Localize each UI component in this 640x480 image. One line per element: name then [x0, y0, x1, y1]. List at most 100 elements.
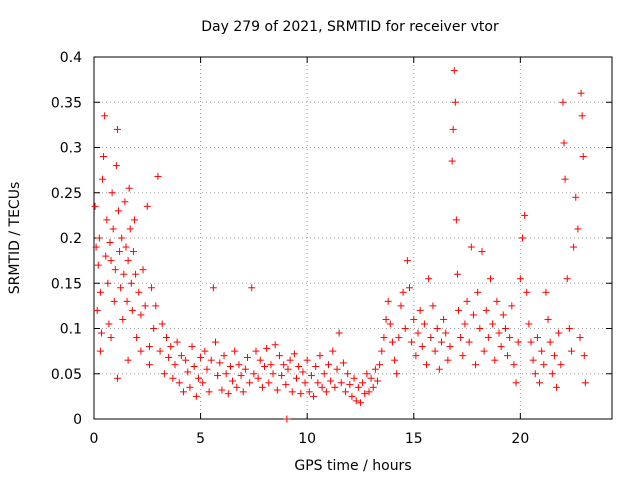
data-point — [440, 315, 448, 323]
data-point — [450, 67, 458, 75]
data-point — [414, 329, 422, 337]
data-point — [489, 320, 497, 328]
data-point — [167, 343, 175, 351]
data-point — [267, 361, 275, 369]
data-point — [437, 338, 445, 346]
data-point — [122, 243, 130, 251]
data-point — [401, 325, 409, 332]
data-point — [124, 257, 132, 265]
data-point — [312, 363, 320, 371]
data-point — [448, 157, 456, 165]
data-point — [205, 388, 213, 396]
data-point — [410, 315, 418, 323]
data-point — [95, 234, 103, 242]
data-point — [197, 353, 205, 361]
data-point — [239, 388, 247, 396]
data-point — [256, 356, 264, 364]
data-point — [453, 270, 461, 278]
data-point — [474, 288, 482, 296]
data-point — [506, 334, 514, 342]
data-point — [516, 275, 524, 283]
data-point — [128, 306, 136, 314]
y-tick-label: 0.4 — [60, 50, 82, 66]
data-point — [576, 334, 584, 342]
data-point — [180, 388, 188, 396]
data-point — [280, 361, 288, 369]
data-point — [216, 359, 224, 367]
data-point — [171, 361, 179, 369]
data-point — [546, 338, 554, 346]
data-point — [367, 374, 375, 382]
data-point — [111, 266, 119, 274]
data-point — [327, 377, 335, 385]
data-point — [184, 368, 192, 376]
data-point — [452, 216, 460, 224]
data-point — [518, 234, 526, 242]
data-point — [307, 372, 315, 380]
data-point — [212, 338, 220, 346]
x-tick-label: 10 — [298, 431, 316, 447]
data-point — [393, 370, 401, 378]
data-point — [356, 399, 364, 407]
data-point — [469, 311, 477, 319]
data-point — [544, 315, 552, 323]
data-point — [324, 361, 332, 369]
data-point — [536, 379, 544, 387]
data-point — [96, 347, 104, 355]
data-point — [101, 112, 109, 120]
data-point — [152, 302, 160, 310]
data-point — [117, 284, 125, 292]
data-point — [299, 368, 307, 376]
data-point — [548, 370, 556, 378]
data-point — [282, 381, 290, 389]
data-point — [295, 363, 303, 371]
data-point — [132, 270, 140, 278]
y-tick-label: 0.35 — [51, 95, 82, 111]
data-point — [574, 225, 582, 233]
data-point — [337, 379, 345, 387]
data-point — [233, 383, 241, 391]
data-point — [218, 386, 226, 394]
data-point — [263, 344, 271, 352]
data-point — [331, 383, 339, 391]
data-point — [99, 175, 107, 183]
y-axis-title: SRMTID / TECUs — [7, 182, 23, 295]
data-point — [214, 372, 222, 380]
data-point — [141, 302, 149, 310]
data-point — [397, 302, 405, 310]
data-point — [246, 379, 254, 387]
data-point — [182, 356, 190, 364]
x-axis-title: GPS time / hours — [294, 458, 411, 474]
data-point — [344, 370, 352, 378]
data-point — [190, 363, 198, 371]
data-points — [91, 67, 589, 423]
data-point — [455, 306, 463, 314]
data-point — [405, 284, 413, 292]
data-point — [403, 257, 411, 265]
data-point — [521, 211, 529, 219]
data-point — [91, 202, 99, 210]
data-point — [113, 125, 121, 133]
data-point — [482, 306, 490, 314]
data-point — [446, 343, 454, 351]
data-point — [92, 243, 100, 251]
data-point — [420, 320, 428, 328]
data-point — [329, 347, 337, 355]
data-point — [561, 175, 569, 183]
data-point — [148, 284, 156, 292]
data-point — [380, 334, 388, 342]
data-point — [305, 388, 313, 396]
data-point — [346, 381, 354, 389]
y-tick-label: 0.1 — [60, 322, 82, 338]
data-point — [107, 334, 115, 342]
data-point — [115, 207, 123, 215]
data-point — [529, 356, 537, 364]
data-point — [126, 225, 134, 233]
data-point — [391, 356, 399, 364]
data-point — [427, 334, 435, 342]
data-point — [100, 153, 108, 161]
data-point — [188, 343, 196, 351]
data-point — [273, 386, 281, 394]
data-point — [342, 388, 350, 396]
data-point — [288, 388, 296, 396]
